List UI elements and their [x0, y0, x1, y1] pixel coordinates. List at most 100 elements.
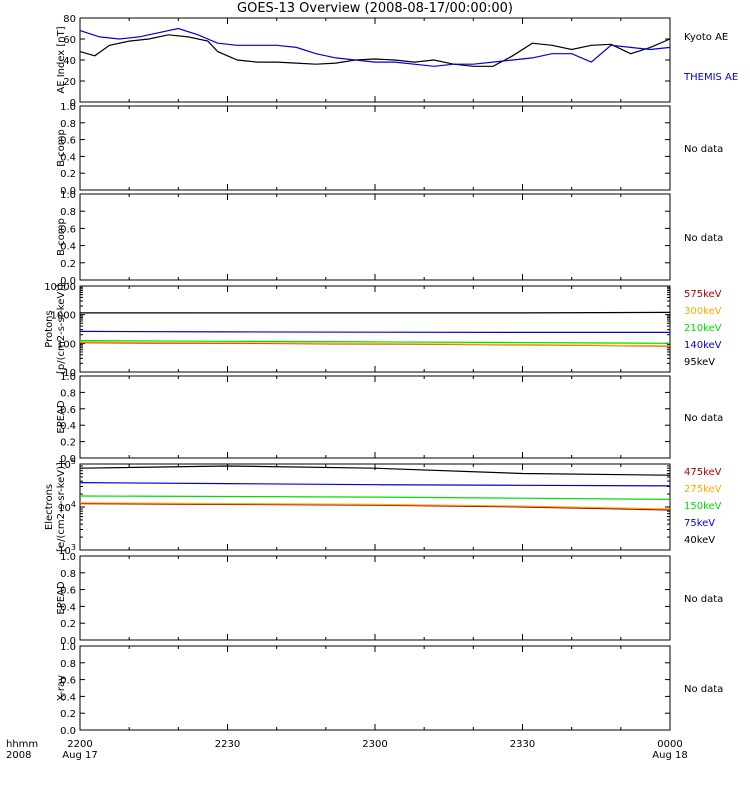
y-tick-label: 0.2 — [60, 438, 76, 449]
y-tick-label: 0.0 — [60, 454, 76, 465]
series-line-140kev — [79, 330, 670, 333]
y-tick-label: 0.2 — [60, 619, 76, 630]
series-line-75kev — [79, 482, 671, 487]
y-tick-label: 60 — [63, 35, 76, 46]
legend-kyoto-ae: Kyoto AE — [684, 32, 728, 43]
series-line-475kev — [79, 503, 671, 511]
y-tick-label: 0.4 — [60, 421, 76, 432]
x-tick-label: 2300 — [362, 739, 387, 750]
y-tick-label: 1.0 — [60, 642, 76, 653]
no-data-label: No data — [684, 594, 723, 605]
panel-frame — [79, 193, 671, 281]
y-axis-label-units: [p/(cm2-s-sr-keV)] — [56, 284, 67, 374]
y-axis-label: EPEAD — [56, 400, 67, 434]
y-axis-label: B comp — [56, 129, 67, 167]
y-tick-label: 1.0 — [60, 102, 76, 113]
legend-40kev: 40keV — [684, 535, 715, 546]
legend-75kev: 75keV — [684, 518, 715, 529]
y-axis-label-units: [e/(cm2-s-sr-keV)] — [56, 462, 67, 552]
y-tick-label: 0.0 — [60, 726, 76, 737]
x-tick-sublabel: Aug 17 — [62, 750, 97, 761]
legend-210kev: 210keV — [684, 323, 722, 334]
x-axis-header-hhmm: hhmm — [6, 739, 38, 750]
y-tick-label: 0.2 — [60, 169, 76, 180]
series-line-40kev — [79, 465, 671, 476]
y-tick-label: 0.0 — [60, 276, 76, 287]
x-tick-label: 2330 — [510, 739, 535, 750]
page-title: GOES-13 Overview (2008-08-17/00:00:00) — [237, 1, 513, 16]
panel-b1: 0.0 0.2 0.4 0.6 0.8 1.0 B comp No data — [56, 102, 723, 197]
series-line-themis-ae — [79, 27, 671, 67]
legend-140kev: 140keV — [684, 340, 722, 351]
y-tick-label: 0 — [70, 98, 76, 109]
y-axis-label: Electrons — [44, 484, 55, 530]
y-axis-label: AE Index [nT] — [56, 26, 67, 93]
x-tick-label: 2200 — [67, 739, 92, 750]
legend-300kev: 300keV — [684, 306, 722, 317]
series-line-95kev — [80, 311, 671, 314]
no-data-label: No data — [684, 413, 723, 424]
y-tick-label: 0.4 — [60, 692, 76, 703]
y-tick-label: 0.6 — [60, 405, 76, 416]
y-tick-label: 40 — [63, 56, 76, 67]
y-tick-label: 0.8 — [60, 569, 76, 580]
x-axis-header-year: 2008 — [6, 750, 31, 761]
y-tick-label: 1.0 — [60, 372, 76, 383]
y-tick-label: 100 — [57, 339, 76, 350]
series-line-kyoto-ae — [79, 34, 671, 67]
x-tick-label: 2230 — [215, 739, 240, 750]
y-tick-label: 0.6 — [60, 586, 76, 597]
y-tick-label: 0.2 — [60, 709, 76, 720]
y-tick-label: 0.6 — [60, 224, 76, 235]
series-line-150kev — [79, 495, 671, 500]
panel-frame — [79, 375, 671, 459]
x-tick-label: 0000 — [657, 739, 682, 750]
legend-475kev: 475keV — [684, 467, 722, 478]
y-tick-label: 0.6 — [60, 676, 76, 687]
y-axis-label: X-ray — [56, 675, 67, 701]
panel-frame — [79, 555, 671, 641]
legend-275kev: 275keV — [684, 484, 722, 495]
y-tick-label: 0.4 — [60, 602, 76, 613]
no-data-label: No data — [684, 233, 723, 244]
legend-themis-ae: THEMIS AE — [683, 72, 738, 83]
legend-575kev: 575keV — [684, 289, 722, 300]
y-tick-label: 0.4 — [60, 152, 76, 163]
x-tick-sublabel: Aug 18 — [652, 750, 687, 761]
panel-frame — [79, 105, 671, 191]
y-tick-label: 1.0 — [60, 190, 76, 201]
y-tick-label: 0.8 — [60, 388, 76, 399]
y-axis-label: B comp — [56, 218, 67, 256]
y-tick-label: 1.0 — [60, 552, 76, 563]
series-line-275kev — [79, 502, 671, 510]
series-line-210kev — [79, 340, 671, 344]
y-tick-label: 0.8 — [60, 207, 76, 218]
y-tick-label: 10000 — [44, 282, 76, 293]
panel-epead1: 0.0 0.2 0.4 0.6 0.8 1.0 EPEAD No data — [56, 372, 723, 465]
panel-frame — [79, 285, 671, 373]
y-tick-label: 0.0 — [60, 186, 76, 197]
y-axis-label: EPEAD — [56, 581, 67, 615]
no-data-label: No data — [684, 684, 723, 695]
legend-150kev: 150keV — [684, 501, 722, 512]
no-data-label: No data — [684, 144, 723, 155]
y-tick-label: 20 — [63, 77, 76, 88]
panel-b2: 0.0 0.2 0.4 0.6 0.8 1.0 B comp No data — [56, 190, 723, 287]
panel-xray: 0.0 0.2 0.4 0.6 0.8 1.0 X-ray No data — [56, 642, 723, 737]
panel-epead2: 0.0 0.2 0.4 0.6 0.8 1.0 EPEAD No data — [56, 552, 723, 647]
y-tick-label: 80 — [63, 14, 76, 25]
series-line-300kev — [79, 341, 671, 347]
panel-frame — [79, 645, 671, 731]
y-tick-label: 0.8 — [60, 659, 76, 670]
y-tick-label: 1000 — [51, 311, 76, 322]
y-tick-label: 0.4 — [60, 242, 76, 253]
panel-protons: 10 100 1000 10000 Protons [p/(cm2-s-sr-keV)] 5… — [44, 282, 722, 379]
legend-95kev: 95keV — [684, 357, 715, 368]
y-tick-label: 10 — [63, 368, 76, 379]
y-axis-label: Protons — [44, 310, 55, 347]
y-tick-label: 0.6 — [60, 136, 76, 147]
